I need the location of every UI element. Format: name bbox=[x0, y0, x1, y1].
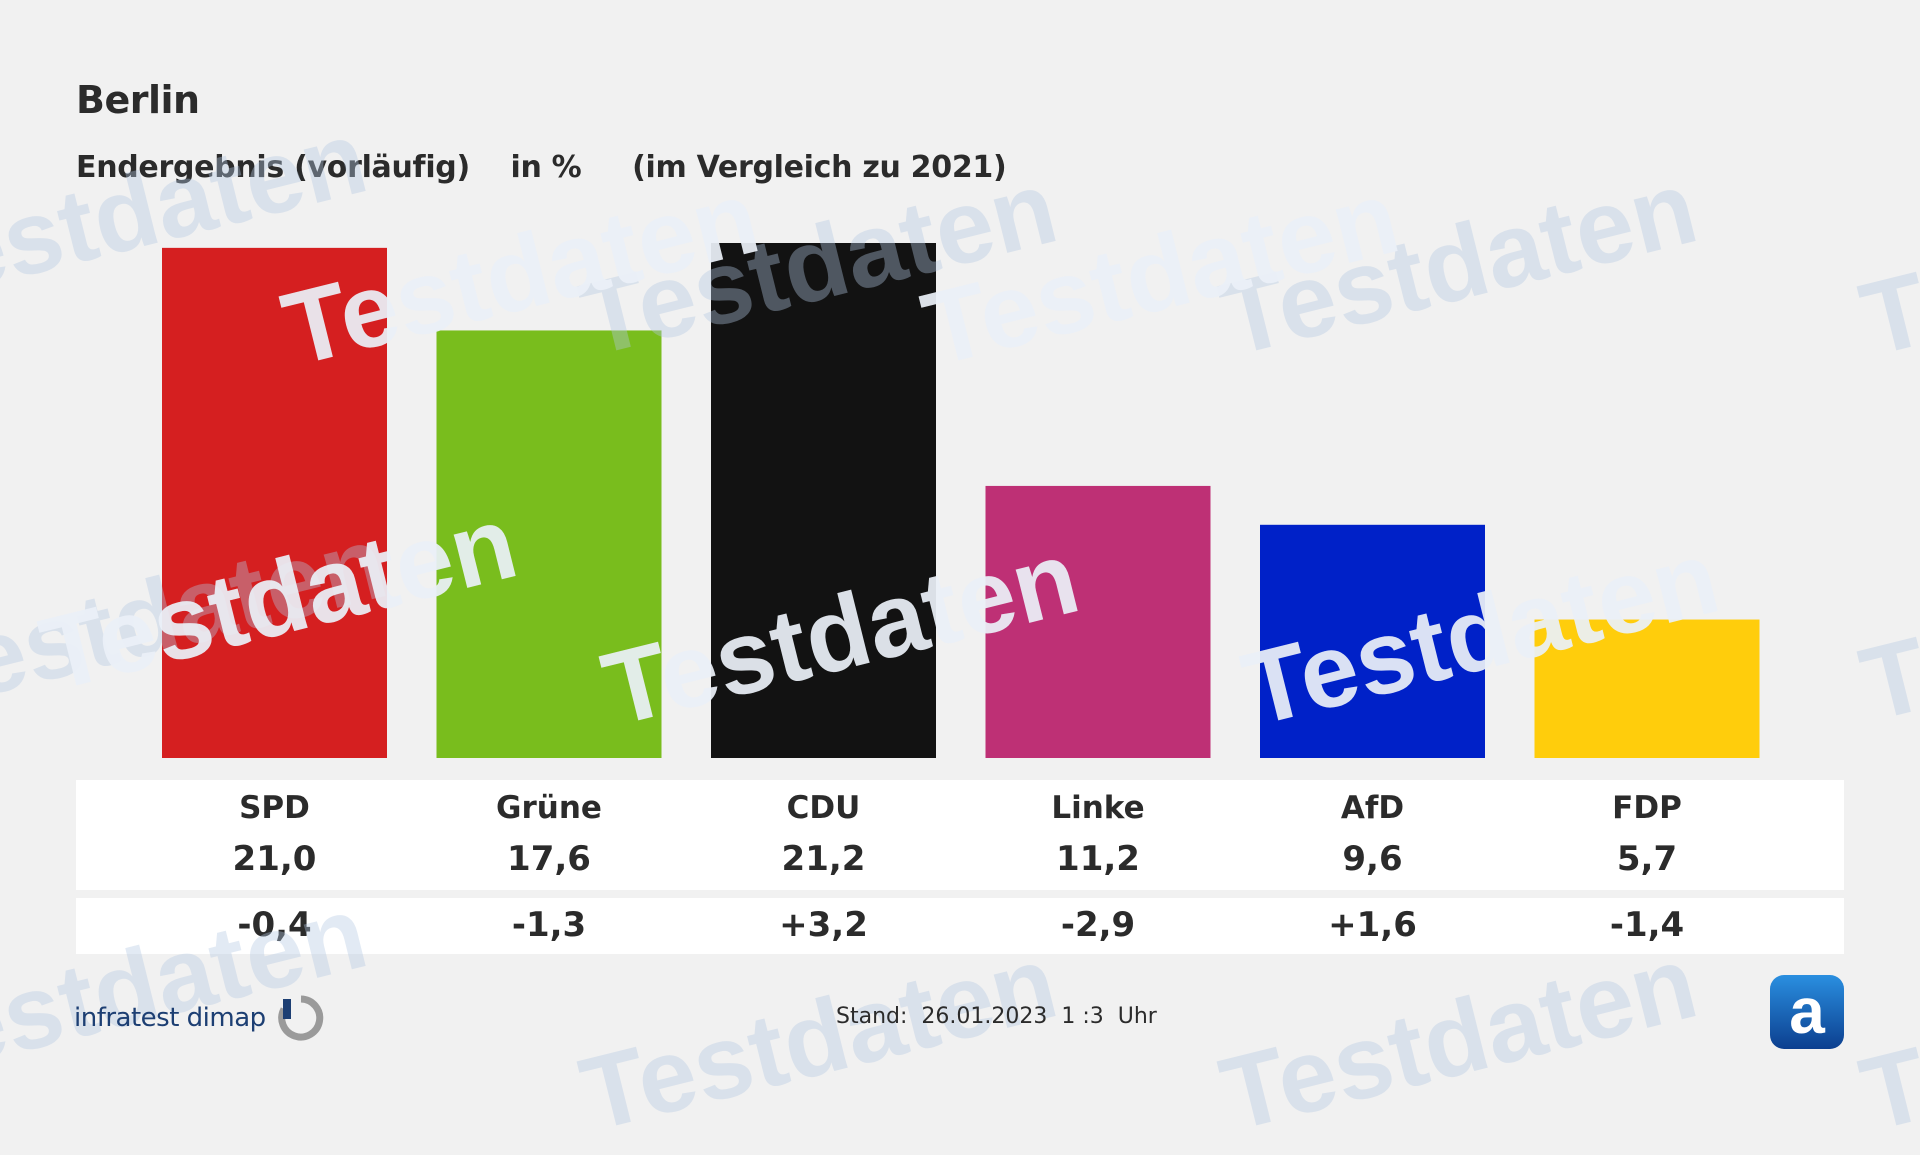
infratest-dimap-logo: infratest dimap bbox=[74, 995, 324, 1041]
results-table-main: SPD 21,0 Grüne 17,6 CDU 21,2 Linke 11,2 AfD 9,6 FD… bbox=[76, 780, 1844, 890]
party-label: SPD bbox=[239, 790, 310, 826]
svg-text:a: a bbox=[1789, 975, 1825, 1047]
party-change: -1,4 bbox=[1609, 905, 1685, 945]
party-value: 5,7 bbox=[1616, 839, 1678, 879]
bar-spd bbox=[162, 247, 387, 758]
party-label: FDP bbox=[1612, 790, 1682, 826]
party-change: +3,2 bbox=[779, 905, 868, 945]
chart-subtitle: Endergebnis (vorläufig) in % (im Verglei… bbox=[76, 150, 1007, 185]
party-value: 21,0 bbox=[232, 839, 317, 879]
party-value: 9,6 bbox=[1342, 839, 1403, 879]
party-value: 11,2 bbox=[1056, 839, 1140, 879]
bar-afd bbox=[1260, 524, 1485, 758]
bar-cdu bbox=[711, 243, 936, 758]
infratest-dimap-logo-text: infratest dimap bbox=[74, 1003, 266, 1033]
party-change: -2,9 bbox=[1060, 905, 1136, 945]
party-change: -1,3 bbox=[511, 905, 587, 945]
bar-grüne bbox=[436, 330, 662, 758]
party-label: AfD bbox=[1340, 790, 1405, 826]
party-change: -0,4 bbox=[237, 905, 312, 945]
bar-linke bbox=[985, 485, 1211, 758]
bar-fdp bbox=[1534, 619, 1760, 758]
party-label: CDU bbox=[786, 790, 861, 826]
party-change: +1,6 bbox=[1328, 905, 1417, 945]
bar-chart bbox=[162, 243, 1760, 758]
ard-a-logo-icon: a bbox=[1770, 975, 1844, 1049]
results-table-changes: -0,4 -1,3 +3,2 -2,9 +1,6 -1,4 bbox=[76, 898, 1844, 954]
party-label: Linke bbox=[1051, 790, 1145, 826]
party-label: Grüne bbox=[496, 790, 602, 826]
infratest-dimap-mark-icon bbox=[277, 995, 323, 1041]
party-value: 17,6 bbox=[507, 839, 591, 879]
timestamp-stand: Stand: 26.01.2023 1 :3 Uhr bbox=[836, 1004, 1157, 1029]
chart-title: Berlin bbox=[76, 78, 200, 122]
party-value: 21,2 bbox=[781, 839, 866, 879]
